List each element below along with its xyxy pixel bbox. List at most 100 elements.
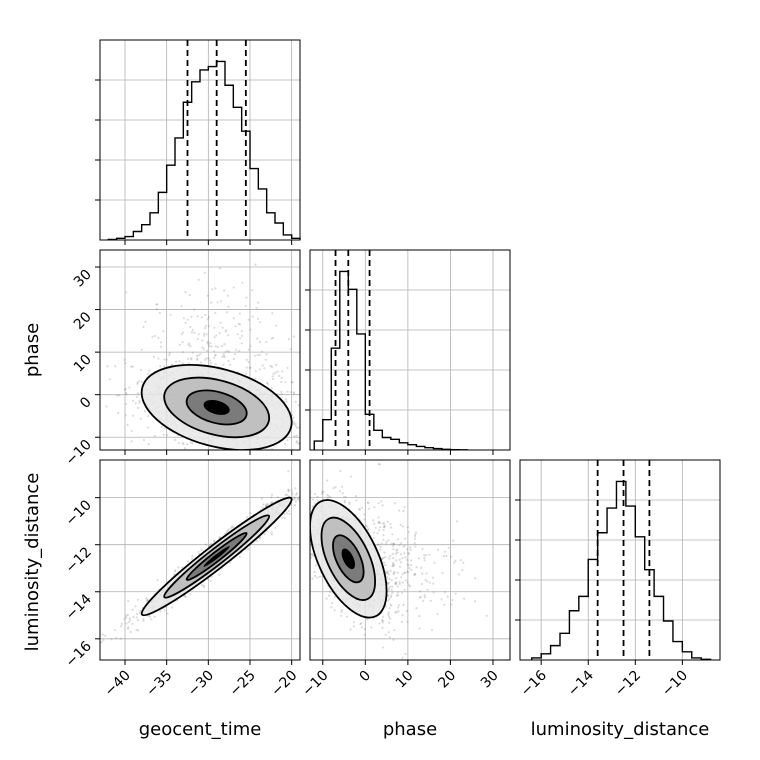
- xtick-label-geocent_time-4: −20: [268, 668, 300, 700]
- joint-luminosity_distance_vs_phase-point: [418, 615, 421, 618]
- joint-phase_vs_geocent_time-point: [160, 425, 163, 428]
- joint-phase_vs_geocent_time-point: [124, 391, 128, 394]
- joint-luminosity_distance_vs_phase-point: [392, 545, 395, 548]
- joint-luminosity_distance_vs_phase-point: [388, 557, 391, 560]
- ytick-label-luminosity_distance-0: −16: [63, 638, 95, 670]
- joint-phase_vs_geocent_time-point: [272, 372, 275, 375]
- joint-luminosity_distance_vs_geocent_time-point: [102, 639, 105, 642]
- joint-luminosity_distance_vs_phase-point: [404, 556, 407, 559]
- xtick-label-luminosity_distance-3: −10: [659, 668, 691, 700]
- joint-luminosity_distance_vs_geocent_time-point: [125, 616, 128, 619]
- joint-phase_vs_geocent_time-point: [232, 286, 235, 289]
- joint-phase_vs_geocent_time-point: [227, 359, 230, 363]
- joint-luminosity_distance_vs_phase-point: [338, 490, 341, 493]
- joint-luminosity_distance_vs_phase-point: [406, 563, 409, 566]
- joint-phase_vs_geocent_time-point: [232, 358, 235, 361]
- joint-luminosity_distance_vs_geocent_time-point: [270, 533, 273, 536]
- joint-luminosity_distance_vs_phase-point: [473, 600, 477, 603]
- joint-phase_vs_geocent_time-point: [197, 333, 200, 336]
- joint-luminosity_distance_vs_phase-point: [381, 626, 384, 629]
- joint-luminosity_distance_vs_phase-point: [370, 626, 373, 629]
- ytick-label-luminosity_distance-3: −10: [63, 497, 95, 529]
- joint-phase_vs_geocent_time-point: [314, 425, 316, 427]
- joint-luminosity_distance_vs_phase-point: [396, 571, 399, 574]
- joint-luminosity_distance_vs_phase-point: [390, 588, 393, 592]
- joint-luminosity_distance_vs_phase-point: [334, 486, 337, 489]
- joint-luminosity_distance_vs_phase-point: [395, 549, 398, 552]
- joint-luminosity_distance_vs_phase-point: [406, 621, 409, 624]
- joint-luminosity_distance_vs_geocent_time-frame: [99, 459, 301, 661]
- joint-luminosity_distance_vs_phase-point: [344, 496, 347, 499]
- joint-luminosity_distance_vs_phase-point: [462, 561, 465, 564]
- joint-luminosity_distance_vs_geocent_time-point: [302, 496, 304, 498]
- hist-phase-step: [313, 270, 469, 451]
- joint-luminosity_distance_vs_phase-point: [373, 522, 376, 525]
- joint-phase_vs_geocent_time-point: [292, 416, 295, 419]
- joint-luminosity_distance_vs_geocent_time-point: [305, 502, 307, 504]
- ytick-label-luminosity_distance-1: −14: [63, 591, 95, 623]
- joint-luminosity_distance_vs_phase-point: [321, 492, 324, 495]
- joint-phase_vs_geocent_time-point: [210, 345, 213, 348]
- joint-luminosity_distance_vs_phase-point: [367, 507, 371, 510]
- joint-phase_vs_geocent_time-point: [292, 392, 295, 395]
- joint-luminosity_distance_vs_geocent_time-point: [131, 622, 134, 625]
- joint-luminosity_distance_vs_phase-point: [366, 501, 369, 504]
- joint-luminosity_distance_vs_geocent_time-point: [249, 511, 252, 515]
- ytick-label-phase-3: 20: [71, 309, 95, 333]
- joint-luminosity_distance_vs_geocent_time-point: [304, 480, 306, 482]
- joint-luminosity_distance_vs_phase-point: [398, 581, 401, 584]
- joint-luminosity_distance_vs_geocent_time-point: [120, 625, 123, 628]
- joint-phase_vs_geocent_time-point: [186, 318, 189, 321]
- joint-luminosity_distance_vs_phase-point: [382, 528, 385, 532]
- joint-phase_vs_geocent_time-point: [163, 427, 166, 430]
- joint-phase_vs_geocent_time-point: [157, 336, 160, 339]
- joint-phase_vs_geocent_time-point: [233, 353, 236, 356]
- joint-luminosity_distance_vs_phase-point: [402, 545, 405, 548]
- joint-phase_vs_geocent_time-point: [266, 381, 269, 384]
- joint-luminosity_distance_vs_phase-point: [395, 583, 398, 586]
- joint-phase_vs_geocent_time-point: [227, 305, 230, 308]
- joint-phase_vs_geocent_time-point: [270, 337, 273, 340]
- joint-phase_vs_geocent_time-point: [189, 325, 192, 329]
- joint-luminosity_distance_vs_phase-point: [294, 490, 296, 492]
- joint-luminosity_distance_vs_phase-point: [379, 526, 382, 529]
- joint-luminosity_distance_vs_geocent_time-point: [287, 509, 290, 512]
- joint-luminosity_distance_vs_phase-point: [454, 592, 457, 595]
- x-axis-title-0: geocent_time: [139, 719, 262, 740]
- joint-luminosity_distance_vs_geocent_time-point: [227, 528, 230, 531]
- joint-phase_vs_geocent_time-point: [181, 351, 185, 354]
- joint-luminosity_distance_vs_phase-point: [407, 551, 410, 555]
- joint-luminosity_distance_vs_phase-point: [301, 523, 303, 525]
- joint-luminosity_distance_vs_geocent_time-point: [145, 597, 148, 600]
- joint-phase_vs_geocent_time-point: [222, 363, 225, 366]
- joint-luminosity_distance_vs_geocent_time-point: [265, 503, 268, 506]
- joint-phase_vs_geocent_time-point: [284, 398, 288, 401]
- joint-phase_vs_geocent_time-point: [125, 393, 128, 396]
- joint-luminosity_distance_vs_geocent_time-point: [291, 491, 294, 494]
- joint-luminosity_distance_vs_phase-point: [381, 522, 384, 525]
- joint-phase_vs_geocent_time-point: [165, 358, 168, 361]
- joint-luminosity_distance_vs_phase-point: [398, 544, 401, 547]
- joint-luminosity_distance_vs_geocent_time-point: [202, 584, 205, 587]
- joint-phase_vs_geocent_time-point: [204, 324, 208, 327]
- joint-phase_vs_geocent_time-point: [222, 353, 225, 356]
- joint-luminosity_distance_vs_phase-point: [414, 537, 417, 540]
- joint-luminosity_distance_vs_phase-point: [391, 591, 394, 595]
- joint-luminosity_distance_vs_phase-point: [255, 461, 257, 463]
- joint-luminosity_distance_vs_phase-point: [326, 494, 329, 497]
- joint-luminosity_distance_vs_geocent_time-point: [247, 548, 250, 551]
- joint-phase_vs_geocent_time-point: [256, 317, 260, 320]
- joint-luminosity_distance_vs_geocent_time-point: [200, 583, 203, 587]
- joint-luminosity_distance_vs_phase-point: [418, 627, 421, 630]
- joint-luminosity_distance_vs_phase-point: [302, 502, 304, 504]
- joint-luminosity_distance_vs_phase-point: [446, 595, 449, 598]
- joint-phase_vs_geocent_time-point: [196, 354, 199, 357]
- joint-luminosity_distance_vs_phase-point: [313, 492, 317, 496]
- joint-luminosity_distance_vs_phase-point: [380, 500, 383, 503]
- joint-luminosity_distance_vs_geocent_time-grid: [100, 460, 300, 660]
- joint-phase_vs_geocent_time-point: [203, 271, 206, 274]
- joint-phase_vs_geocent_time-point: [193, 308, 196, 311]
- joint-luminosity_distance_vs_phase-point: [311, 577, 314, 580]
- joint-luminosity_distance_vs_phase-point: [418, 590, 422, 593]
- joint-luminosity_distance_vs_phase-point: [372, 531, 375, 534]
